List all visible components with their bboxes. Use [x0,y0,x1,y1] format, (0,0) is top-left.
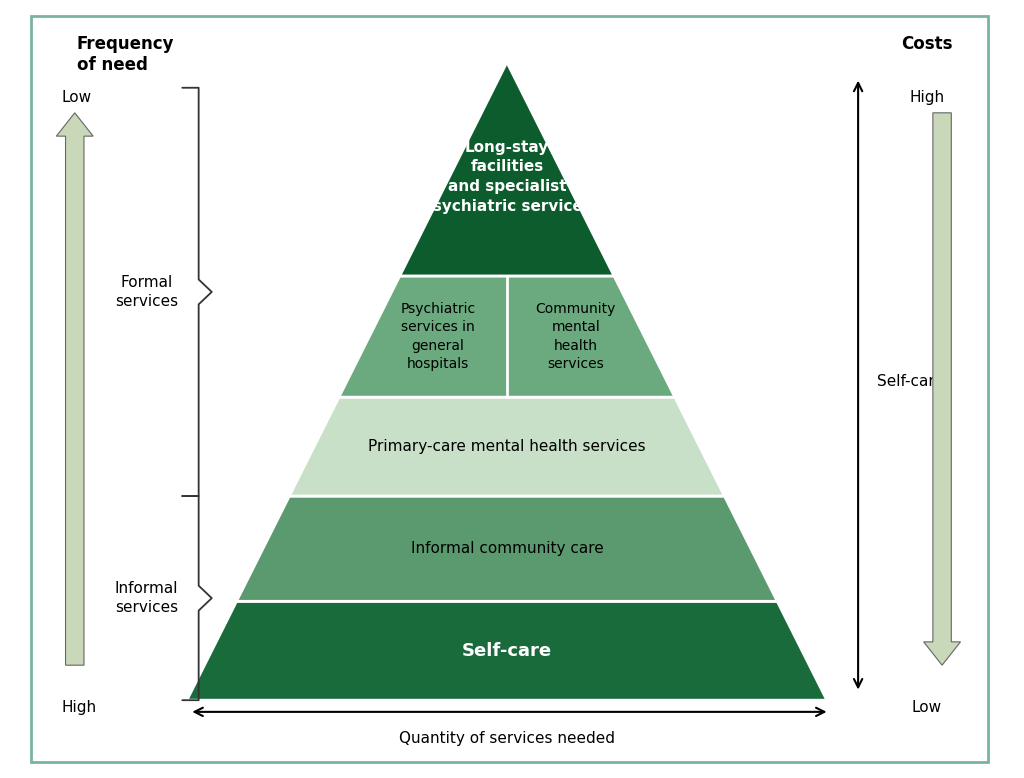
Text: Informal community care: Informal community care [411,541,603,556]
Polygon shape [399,62,614,276]
Text: High: High [909,89,944,105]
Text: Long-stay
facilities
and specialist
psychiatric services: Long-stay facilities and specialist psyc… [422,140,592,214]
Text: Quantity of services needed: Quantity of services needed [399,731,614,746]
Text: Psychiatric
services in
general
hospitals: Psychiatric services in general hospital… [400,302,475,371]
Text: Low: Low [911,700,942,716]
Text: Primary-care mental health services: Primary-care mental health services [368,439,646,454]
Text: High: High [61,700,96,716]
FancyArrow shape [56,113,93,665]
Text: Costs: Costs [901,35,952,53]
Text: Low: Low [61,89,91,105]
Polygon shape [186,601,827,700]
Polygon shape [237,496,777,601]
Text: Frequency
of need: Frequency of need [77,35,174,74]
FancyArrow shape [924,113,961,665]
Text: Informal
services: Informal services [115,581,178,615]
Polygon shape [290,397,725,496]
Text: Community
mental
health
services: Community mental health services [536,302,615,371]
Text: Self-care: Self-care [462,642,552,660]
Text: Self-care: Self-care [877,373,943,389]
Text: Formal
services: Formal services [115,275,178,309]
Polygon shape [339,276,675,397]
